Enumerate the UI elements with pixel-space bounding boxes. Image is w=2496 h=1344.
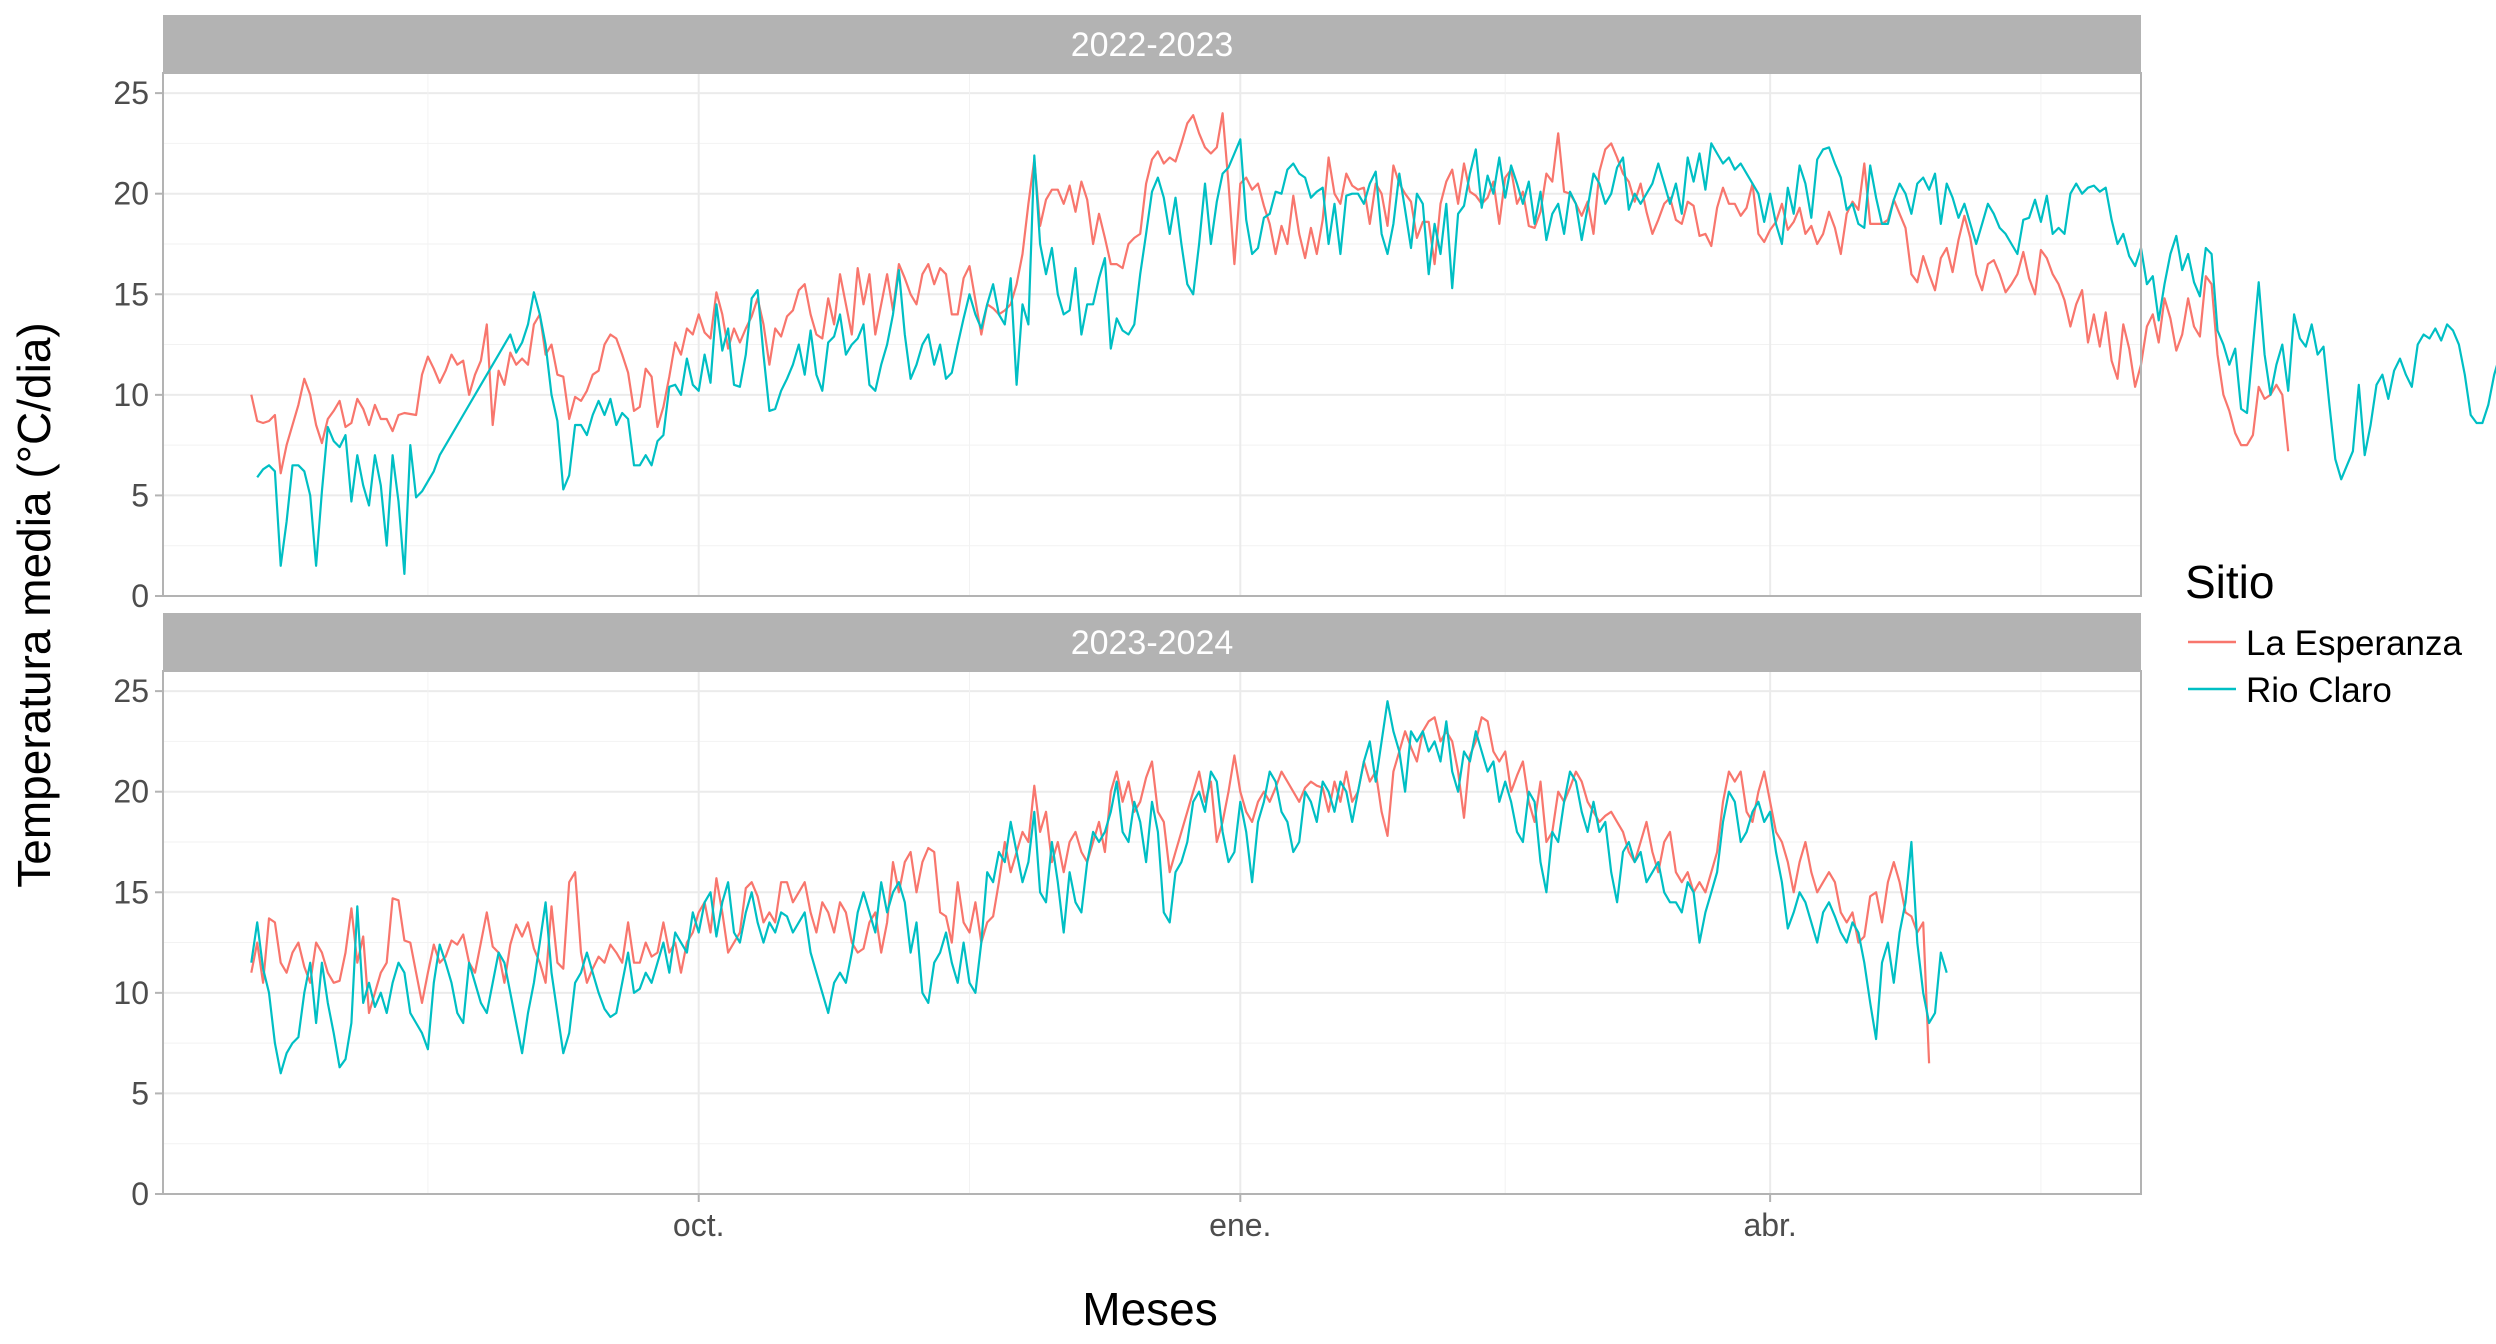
series-line-rio-claro bbox=[256, 138, 2496, 575]
y-tick-label: 0 bbox=[131, 1176, 149, 1212]
series-lines bbox=[250, 700, 1948, 1075]
facet-strip-label: 2022-2023 bbox=[1071, 26, 1234, 64]
legend-label-rio-claro: Rio Claro bbox=[2246, 671, 2392, 710]
facet-strip bbox=[163, 15, 2141, 73]
legend-label-la-esperanza: La Esperanza bbox=[2246, 624, 2463, 663]
panel-2022-2023: 2022-2023 0 5 10 15 20 25 bbox=[113, 15, 2496, 614]
y-tick-label: 25 bbox=[113, 673, 149, 709]
series-lines bbox=[250, 112, 2496, 575]
panel-border bbox=[162, 670, 2142, 1195]
y-tick-label: 25 bbox=[113, 75, 149, 111]
x-tick-label: abr. bbox=[1743, 1207, 1796, 1243]
y-axis-ticks: 0 5 10 15 20 25 bbox=[113, 75, 163, 614]
x-tick-label: oct. bbox=[673, 1207, 725, 1243]
y-tick-label: 15 bbox=[113, 874, 149, 910]
y-tick-label: 10 bbox=[113, 377, 149, 413]
y-tick-label: 0 bbox=[131, 578, 149, 614]
y-axis-ticks: 0 5 10 15 20 25 bbox=[113, 673, 163, 1212]
legend-title: Sitio bbox=[2185, 556, 2274, 608]
series-line-la-esperanza bbox=[250, 112, 2290, 475]
y-axis-title: Temperatura media (°C/dia) bbox=[8, 322, 60, 888]
y-tick-label: 20 bbox=[113, 176, 149, 212]
panel-2023-2024: 2023-2024 0 5 10 15 20 25 bbox=[113, 613, 2142, 1212]
series-line-rio-claro bbox=[250, 700, 1948, 1075]
y-tick-label: 5 bbox=[131, 1075, 149, 1111]
panel-border bbox=[162, 72, 2142, 597]
panel-background bbox=[163, 671, 2141, 1194]
grid-lines bbox=[163, 73, 2141, 597]
x-tick-label: ene. bbox=[1209, 1207, 1271, 1243]
x-axis-ticks: oct. ene. abr. bbox=[673, 1194, 1797, 1243]
legend: Sitio La Esperanza Rio Claro bbox=[2185, 556, 2463, 710]
y-tick-label: 20 bbox=[113, 774, 149, 810]
facet-strip bbox=[163, 613, 2141, 671]
y-tick-label: 15 bbox=[113, 276, 149, 312]
x-axis-title: Meses bbox=[1082, 1283, 1217, 1335]
panel-background bbox=[163, 73, 2141, 596]
y-tick-label: 10 bbox=[113, 975, 149, 1011]
y-tick-label: 5 bbox=[131, 477, 149, 513]
facet-strip-label: 2023-2024 bbox=[1071, 624, 1234, 662]
